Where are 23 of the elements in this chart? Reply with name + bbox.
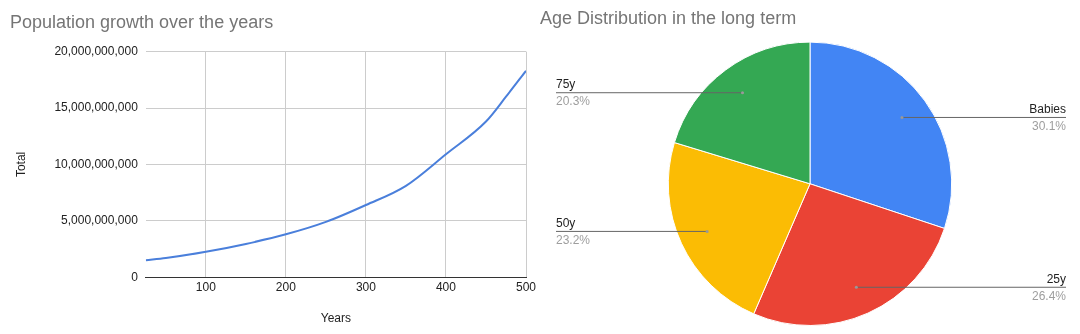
x-tick-label: 500 bbox=[515, 279, 537, 294]
data-label: 30.1% bbox=[1031, 118, 1067, 133]
data-label: 26.4% bbox=[1031, 288, 1067, 303]
y-tick-label: 20,000,000,000 bbox=[54, 43, 139, 58]
y-axis-title: Total bbox=[13, 151, 28, 178]
y-tick-label: 10,000,000,000 bbox=[54, 156, 139, 171]
slice-label: 25y bbox=[1046, 271, 1066, 286]
x-tick-label: 400 bbox=[435, 279, 457, 294]
slice-label: 75y bbox=[556, 77, 576, 92]
data-label: 23.2% bbox=[556, 232, 591, 247]
data-label: 20.3% bbox=[556, 94, 591, 109]
slice-label: 50y bbox=[556, 215, 576, 230]
y-tick-label: 15,000,000,000 bbox=[54, 100, 139, 115]
line-series bbox=[145, 69, 526, 262]
chart-title: Population growth over the years bbox=[10, 11, 274, 32]
x-tick-label: 100 bbox=[195, 279, 217, 294]
x-tick-label: 300 bbox=[355, 279, 377, 294]
slice-label: Babies bbox=[1029, 101, 1066, 116]
chart-title: Age Distribution in the long term bbox=[540, 7, 797, 28]
x-axis-title: Years bbox=[320, 311, 352, 326]
x-tick-label: 200 bbox=[275, 279, 297, 294]
y-tick-label: 0 bbox=[131, 269, 139, 284]
y-tick-label: 5,000,000,000 bbox=[61, 213, 139, 228]
